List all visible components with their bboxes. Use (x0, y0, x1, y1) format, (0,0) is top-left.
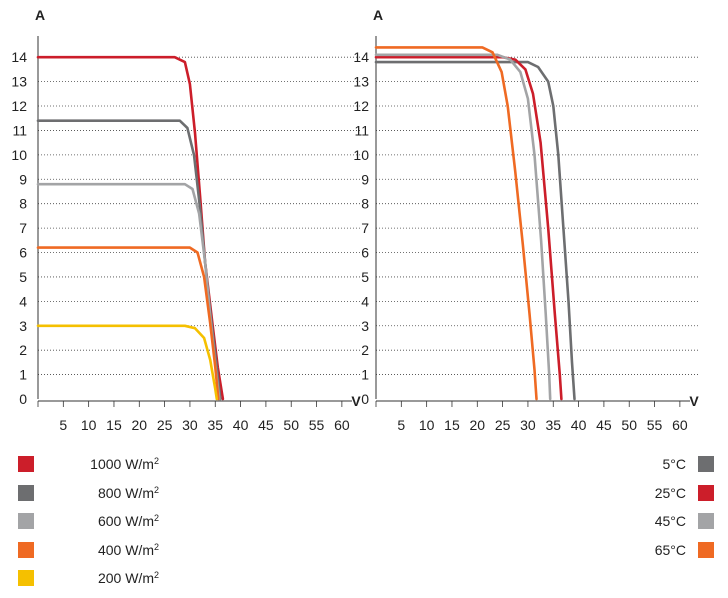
x-tick-label: 60 (672, 417, 688, 433)
legend-item: 600 W/m2 (18, 512, 218, 530)
irradiance-legend: 1000 W/m2 800 W/m2 600 W/m2 400 W/m2 200… (18, 455, 218, 598)
y-tick-label: 12 (11, 98, 27, 114)
x-tick-label: 45 (258, 417, 274, 433)
legend-label: 5°C (662, 456, 687, 472)
series-line (36, 246, 220, 401)
legend-item: 400 W/m2 (18, 541, 218, 559)
legend-label: 200 W/m2 (97, 570, 159, 586)
y-tick-label: 7 (19, 220, 27, 236)
y-tick-label: 13 (353, 74, 369, 90)
y-tick-label: 1 (361, 367, 369, 383)
series-line (374, 60, 576, 401)
y-tick-label: 14 (353, 49, 369, 65)
x-tick-label: 15 (444, 417, 460, 433)
x-tick-label: 5 (397, 417, 405, 433)
legend-item: 5°C (594, 455, 714, 473)
y-tick-label: 4 (361, 293, 369, 309)
x-tick-label: 20 (132, 417, 148, 433)
y-tick-label: 3 (361, 318, 369, 334)
y-tick-label: 11 (354, 122, 369, 138)
series-line (36, 119, 222, 401)
legend-item: 200 W/m2 (18, 569, 218, 587)
y-axis-label: A (373, 7, 383, 23)
y-tick-label: 9 (361, 171, 369, 187)
legend-swatch (698, 541, 714, 558)
y-tick-label: 10 (353, 147, 369, 163)
x-axis-label: V (689, 393, 699, 409)
x-tick-label: 35 (545, 417, 561, 433)
legend-swatch (698, 513, 714, 529)
legend-label: 25°C (654, 484, 686, 501)
x-tick-label: 40 (571, 417, 587, 433)
legend-swatch (698, 484, 714, 501)
series-line (374, 46, 538, 401)
x-tick-label: 50 (283, 417, 299, 433)
series-line (374, 53, 552, 401)
legend-swatch (18, 541, 34, 558)
x-tick-label: 50 (621, 417, 637, 433)
x-tick-label: 15 (106, 417, 122, 433)
x-tick-label: 5 (59, 417, 67, 433)
legend-item: 800 W/m2 (18, 484, 218, 502)
legend-label: 600 W/m2 (97, 513, 159, 529)
y-tick-label: 6 (19, 245, 27, 261)
y-tick-label: 0 (361, 391, 369, 407)
legend-swatch (18, 484, 34, 501)
temperature-legend: 5°C 25°C 45°C 65°C (594, 455, 714, 569)
legend-swatch (18, 570, 34, 586)
x-tick-label: 55 (647, 417, 663, 433)
x-tick-label: 60 (334, 417, 350, 433)
legend-item: 65°C (594, 541, 714, 559)
legend-label: 1000 W/m2 (90, 456, 159, 472)
x-tick-label: 30 (520, 417, 536, 433)
y-axis-label: A (35, 7, 45, 23)
y-tick-label: 7 (361, 220, 369, 236)
series-line (36, 182, 221, 401)
x-tick-label: 25 (157, 417, 173, 433)
x-tick-label: 35 (207, 417, 223, 433)
y-tick-label: 10 (11, 147, 27, 163)
x-tick-label: 20 (470, 417, 486, 433)
y-tick-label: 4 (19, 293, 27, 309)
x-tick-label: 40 (233, 417, 249, 433)
y-tick-label: 5 (19, 269, 27, 285)
series-line (36, 324, 219, 401)
legend-swatch (18, 456, 34, 472)
legend-item: 1000 W/m2 (18, 455, 218, 473)
x-tick-label: 25 (495, 417, 511, 433)
legend-label: 800 W/m2 (97, 484, 159, 501)
y-tick-label: 1 (19, 367, 27, 383)
legend-swatch (18, 513, 34, 529)
x-tick-label: 10 (81, 417, 97, 433)
x-tick-label: 10 (419, 417, 435, 433)
y-tick-label: 3 (19, 318, 27, 334)
y-tick-label: 8 (19, 196, 27, 212)
x-tick-label: 45 (596, 417, 612, 433)
y-tick-label: 14 (11, 49, 27, 65)
y-tick-label: 13 (11, 74, 27, 90)
y-tick-label: 2 (19, 342, 27, 358)
legend-swatch (698, 456, 714, 472)
legend-item: 25°C (594, 484, 714, 502)
y-tick-label: 0 (19, 391, 27, 407)
x-axis-label: V (351, 393, 361, 409)
legend-item: 45°C (594, 512, 714, 530)
y-tick-label: 5 (361, 269, 369, 285)
legend-label: 65°C (654, 541, 686, 558)
y-tick-label: 11 (12, 122, 27, 138)
legend-label: 400 W/m2 (97, 541, 159, 558)
y-tick-label: 2 (361, 342, 369, 358)
x-tick-label: 30 (182, 417, 198, 433)
y-tick-label: 6 (361, 245, 369, 261)
y-tick-label: 8 (361, 196, 369, 212)
x-tick-label: 55 (309, 417, 325, 433)
legend-label: 45°C (654, 513, 686, 529)
y-tick-label: 12 (353, 98, 369, 114)
y-tick-label: 9 (19, 171, 27, 187)
